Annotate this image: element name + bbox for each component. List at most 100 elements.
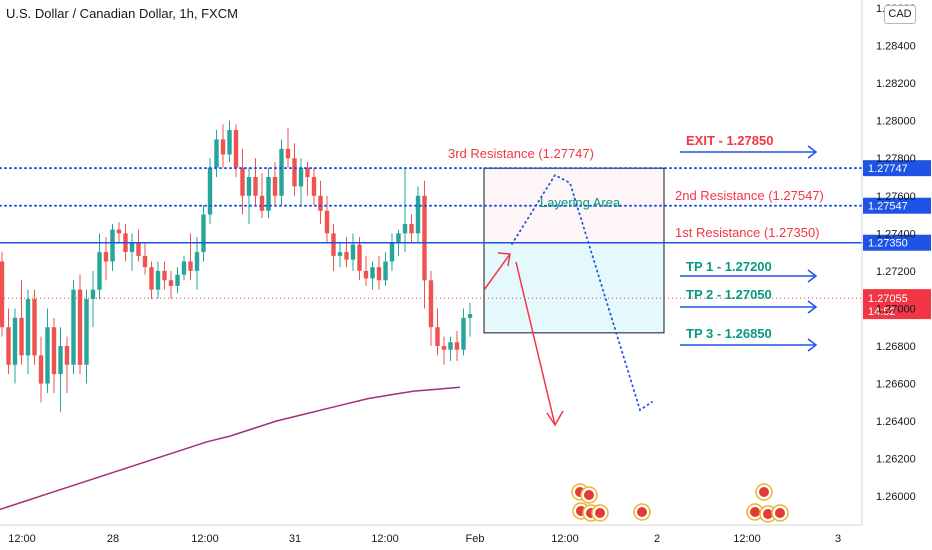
y-tick-label: 1.27600: [876, 191, 916, 203]
candle-body: [357, 244, 362, 271]
y-tick-label: 1.28400: [876, 41, 916, 53]
candle-body: [350, 244, 356, 260]
candle-body: [64, 346, 70, 365]
usd-event-icon-inner: [595, 508, 605, 518]
x-tick-label: 12:00: [551, 533, 579, 545]
y-tick-label: 1.27200: [876, 266, 916, 278]
candle-body: [194, 252, 200, 271]
candle-body: [71, 289, 76, 365]
candle-body: [168, 280, 174, 286]
candle-body: [402, 223, 408, 234]
candle-body: [240, 167, 245, 196]
candle-body: [0, 261, 5, 328]
price-line-tag: [863, 234, 931, 251]
candle-body: [370, 267, 375, 279]
usd-event-icon-inner: [759, 487, 769, 497]
candles: [0, 120, 473, 412]
tp1-label: TP 1 - 1.27200: [686, 259, 772, 274]
price-axis: 1.26000 1.26200 1.26400 1.26600 1.26800 1.270…: [861, 0, 916, 525]
price-line-tag-label: 1.27747: [868, 163, 908, 175]
candle-body: [6, 327, 11, 365]
candle-body: [396, 233, 401, 243]
candle-body: [110, 229, 115, 262]
candle-body: [428, 280, 434, 328]
layering-area-label: Layering Area: [540, 195, 621, 210]
x-tick-label: 3: [835, 533, 841, 545]
candle-body: [331, 233, 336, 256]
candle-body: [409, 223, 414, 234]
usd-event-icon-inner: [763, 509, 773, 519]
candle-body: [259, 195, 265, 211]
x-tick-label: 12:00: [371, 533, 399, 545]
candle-body: [116, 229, 122, 234]
candle-body: [103, 252, 109, 262]
y-tick-label: 1.28200: [876, 78, 916, 90]
cad-event-icon-inner: [584, 490, 594, 500]
candle-body: [467, 314, 473, 318]
y-tick-label: 1.26000: [876, 491, 916, 503]
third-resistance-label: 3rd Resistance (1.27747): [448, 146, 594, 161]
price-line-tag: [863, 197, 931, 214]
candle-body: [233, 130, 239, 168]
candle-body: [51, 327, 57, 375]
candle-body: [181, 261, 187, 275]
candle-body: [162, 270, 167, 281]
candle-body: [272, 177, 278, 196]
y-tick-label: 1.26800: [876, 341, 916, 353]
y-tick-label: 1.26400: [876, 416, 916, 428]
candle-body: [344, 252, 349, 260]
moving-average: [0, 386, 461, 511]
candle-body: [188, 261, 193, 271]
candle-body: [311, 177, 317, 196]
candle-body: [246, 177, 252, 196]
retest-arrow: [483, 253, 511, 291]
candle-body: [19, 317, 24, 356]
candle-body: [292, 158, 297, 187]
candle-body: [136, 242, 141, 256]
candle-body: [298, 167, 304, 187]
candle-body: [12, 317, 18, 365]
candle-body: [318, 195, 323, 211]
price-line-tag-label: 1.27547: [868, 201, 908, 213]
currency-badge[interactable]: CAD: [884, 5, 916, 24]
candle-body: [253, 177, 258, 196]
target-zone: [483, 242, 665, 334]
last-price-label: 1.27055: [868, 293, 908, 305]
candle-body: [422, 195, 427, 281]
candle-body: [58, 346, 63, 375]
candle-body: [461, 317, 466, 350]
candle-body: [363, 270, 369, 279]
y-tick-label: 1.27800: [876, 153, 916, 165]
x-tick-label: 12:00: [191, 533, 219, 545]
candle-body: [435, 327, 440, 346]
tp1-arrow-head: [807, 269, 818, 283]
y-tick-label: 1.27400: [876, 228, 916, 240]
tp3-arrow-head: [807, 338, 818, 352]
candle-body: [90, 289, 96, 300]
candle-body: [337, 252, 343, 256]
layering-zone: [483, 167, 665, 244]
candle-body: [214, 139, 219, 168]
candle-body: [25, 299, 31, 356]
candle-body: [383, 261, 388, 281]
y-tick-label: 1.26200: [876, 454, 916, 466]
tp2-label: TP 2 - 1.27050: [686, 287, 772, 302]
exit-arrow-head: [807, 145, 818, 159]
projection-path: [511, 173, 653, 412]
x-tick-label: 12:00: [8, 533, 36, 545]
exit-label: EXIT - 1.27850: [686, 133, 773, 148]
price-line-tag: [863, 160, 931, 177]
candle-body: [84, 299, 89, 365]
second-resistance-label: 2nd Resistance (1.27547): [675, 188, 824, 203]
usd-event-icon-inner: [775, 508, 785, 518]
tp3-label: TP 3 - 1.26850: [686, 326, 772, 341]
y-tick-label: 1.26600: [876, 379, 916, 391]
trade-zones: [483, 167, 665, 334]
candle-body: [142, 255, 148, 268]
x-tick-label: 28: [107, 533, 119, 545]
last-price-tag: [863, 289, 931, 320]
x-tick-label: 2: [654, 533, 660, 545]
economic-events: [571, 483, 789, 523]
x-tick-label: 31: [289, 533, 301, 545]
